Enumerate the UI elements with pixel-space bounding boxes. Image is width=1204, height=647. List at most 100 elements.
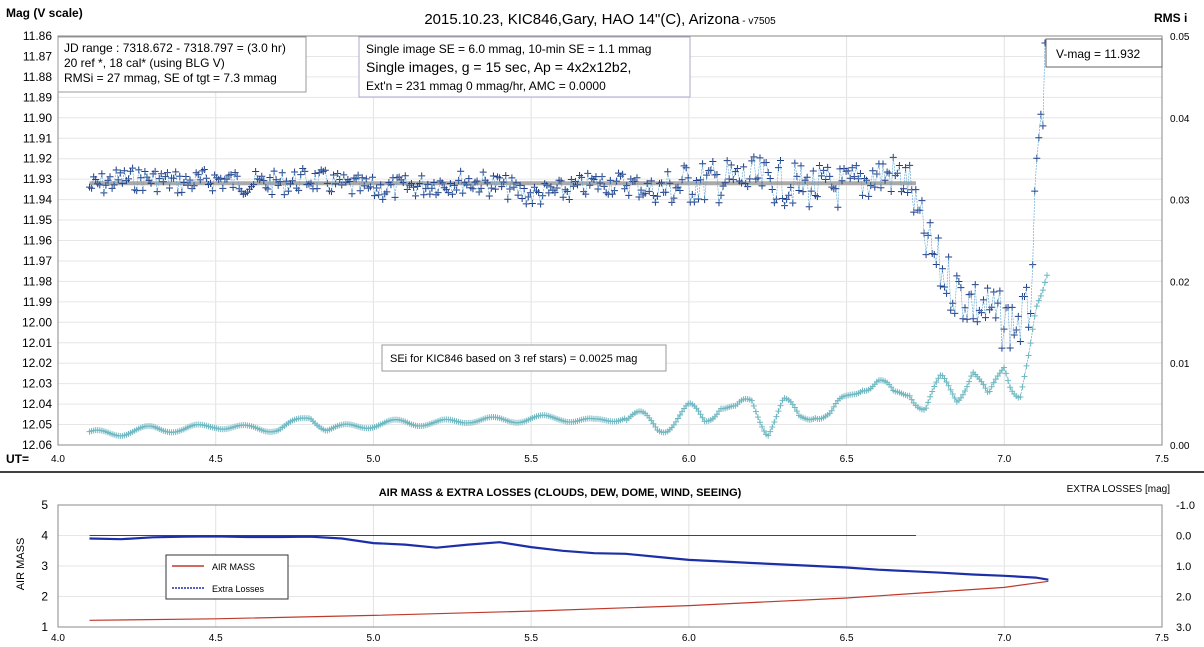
vmag-point bbox=[865, 192, 873, 200]
vmag-point bbox=[444, 189, 452, 197]
vmag-point bbox=[514, 191, 522, 199]
top-y-ticks-right: 0.05 0.04 0.03 0.02 0.01 0.00 bbox=[1170, 32, 1190, 452]
top-x-tick-label: 7.5 bbox=[1155, 454, 1169, 465]
vmag-point bbox=[416, 180, 424, 188]
vmag-point bbox=[426, 190, 434, 198]
bottom-x-tick-label: 5.0 bbox=[366, 633, 380, 644]
rms-series bbox=[86, 272, 1051, 439]
vmag-point bbox=[678, 176, 686, 184]
bottom-series bbox=[89, 535, 1049, 621]
info-box-se: Single image SE = 6.0 mmag, 10-min SE = … bbox=[358, 36, 691, 98]
vmag-point bbox=[635, 193, 643, 201]
bottom-y-tick-label-left: 3 bbox=[41, 559, 48, 573]
vmag-point bbox=[465, 175, 473, 183]
vmag-point bbox=[733, 165, 741, 173]
top-y-tick-label-left: 11.96 bbox=[23, 234, 52, 248]
info-box-jd: JD range : 7318.672 - 7318.797 = (3.0 hr… bbox=[57, 36, 307, 93]
top-y-tick-label-right: 0.03 bbox=[1170, 196, 1190, 207]
top-x-tick-label: 4.0 bbox=[51, 454, 65, 465]
vmag-point bbox=[846, 174, 854, 182]
vmag-point bbox=[252, 168, 260, 176]
rms-point bbox=[943, 378, 950, 385]
vmag-point bbox=[231, 169, 239, 177]
vmag-series-line bbox=[89, 42, 1046, 349]
top-x-ticks: 4.0 4.5 5.0 5.5 6.0 6.5 7.0 7.5 bbox=[51, 454, 1169, 465]
info-box-se-line-3: Ext'n = 231 mmag 0 mmag/hr, AMC = 0.0000 bbox=[366, 79, 606, 93]
vmag-point bbox=[584, 169, 592, 177]
bottom-x-tick-label: 4.5 bbox=[209, 633, 223, 644]
vmag-point bbox=[430, 179, 438, 187]
vmag-point bbox=[766, 174, 774, 182]
vmag-point bbox=[272, 176, 280, 184]
top-y-tick-label-left: 11.91 bbox=[23, 131, 52, 145]
vmag-point bbox=[641, 189, 649, 197]
bottom-x-tick-label: 6.5 bbox=[840, 633, 854, 644]
top-y-tick-label-left: 11.88 bbox=[23, 70, 52, 84]
y-axis-label-right: RMS i bbox=[1154, 11, 1187, 25]
vmag-point bbox=[783, 195, 791, 203]
top-y-tick-label-left: 11.98 bbox=[23, 274, 52, 288]
air-mass-chart: AIR MASS & EXTRA LOSSES (CLOUDS, DEW, DO… bbox=[15, 484, 1195, 644]
vmag-point bbox=[469, 185, 477, 193]
vmag-point bbox=[596, 179, 604, 187]
vmag-point bbox=[455, 176, 463, 184]
vmag-point bbox=[799, 188, 807, 196]
vmag-point bbox=[104, 176, 112, 184]
vmag-point bbox=[512, 179, 520, 187]
vmag-point bbox=[348, 190, 356, 198]
bottom-legend: AIR MASS Extra Losses bbox=[165, 554, 289, 600]
rms-point bbox=[775, 408, 782, 415]
vmag-point bbox=[428, 184, 436, 192]
rms-point bbox=[650, 420, 657, 427]
rms-point bbox=[951, 395, 958, 402]
top-x-tick-label: 7.0 bbox=[997, 454, 1011, 465]
rms-point bbox=[771, 418, 778, 425]
bottom-y-axis-label-right: EXTRA LOSSES [mag] bbox=[1067, 484, 1171, 495]
top-y-tick-label-left: 12.01 bbox=[22, 336, 52, 350]
top-plot-frame bbox=[57, 35, 1163, 446]
bottom-y-tick-label-right: 3.0 bbox=[1176, 622, 1191, 634]
vmag-point bbox=[332, 180, 340, 188]
rms-point bbox=[1003, 370, 1010, 377]
y-axis-label-left: Mag (V scale) bbox=[6, 6, 83, 20]
top-y-tick-label-right: 0.02 bbox=[1170, 277, 1190, 288]
vmag-point bbox=[1014, 312, 1022, 320]
vmag-point bbox=[824, 163, 832, 171]
bottom-x-tick-label: 5.5 bbox=[524, 633, 538, 644]
vmag-point bbox=[473, 177, 481, 185]
bottom-y-tick-label-right: 2.0 bbox=[1176, 592, 1191, 604]
bottom-chart-title: AIR MASS & EXTRA LOSSES (CLOUDS, DEW, DO… bbox=[379, 487, 742, 499]
vmag-point bbox=[822, 175, 830, 183]
bottom-y-tick-label-left: 2 bbox=[41, 590, 48, 604]
top-y-tick-label-left: 12.00 bbox=[22, 315, 52, 329]
vmag-point bbox=[209, 187, 217, 195]
top-y-tick-label-right: 0.00 bbox=[1170, 441, 1190, 452]
bottom-x-ticks: 4.0 4.5 5.0 5.5 6.0 6.5 7.0 7.5 bbox=[51, 633, 1169, 644]
rms-point bbox=[699, 414, 706, 421]
rms-point bbox=[980, 381, 987, 388]
info-box-vmag-text: V-mag = 11.932 bbox=[1056, 47, 1140, 61]
top-y-tick-label-right: 0.04 bbox=[1170, 114, 1190, 125]
rms-point bbox=[1007, 384, 1014, 391]
light-curve-chart: 2015.10.23, KIC846,Gary, HAO 14"(C), Ari… bbox=[6, 6, 1190, 466]
top-y-tick-label-right: 0.01 bbox=[1170, 359, 1190, 370]
vmag-point bbox=[625, 191, 633, 199]
vmag-point bbox=[170, 174, 178, 182]
chart-title: 2015.10.23, KIC846,Gary, HAO 14"(C), Ari… bbox=[424, 11, 776, 28]
bottom-y-ticks-left: 5 4 3 2 1 bbox=[41, 498, 48, 634]
rms-point bbox=[990, 379, 997, 386]
bottom-y-tick-label-left: 5 bbox=[41, 498, 48, 512]
vmag-point bbox=[161, 173, 169, 181]
vmag-point bbox=[895, 162, 903, 170]
annotation-box: SEi for KIC846 based on 3 ref stars) = 0… bbox=[381, 344, 667, 372]
extra-losses-line bbox=[89, 535, 1049, 581]
rms-point bbox=[748, 397, 755, 404]
bottom-plot-frame bbox=[57, 504, 1163, 628]
rms-point bbox=[962, 388, 969, 395]
top-y-tick-label-left: 12.03 bbox=[22, 377, 52, 391]
top-y-tick-label-left: 12.05 bbox=[22, 418, 52, 432]
top-y-tick-label-left: 12.04 bbox=[22, 397, 52, 411]
rms-series-line bbox=[89, 275, 1048, 437]
rms-point bbox=[933, 379, 940, 386]
vmag-point bbox=[448, 190, 456, 198]
